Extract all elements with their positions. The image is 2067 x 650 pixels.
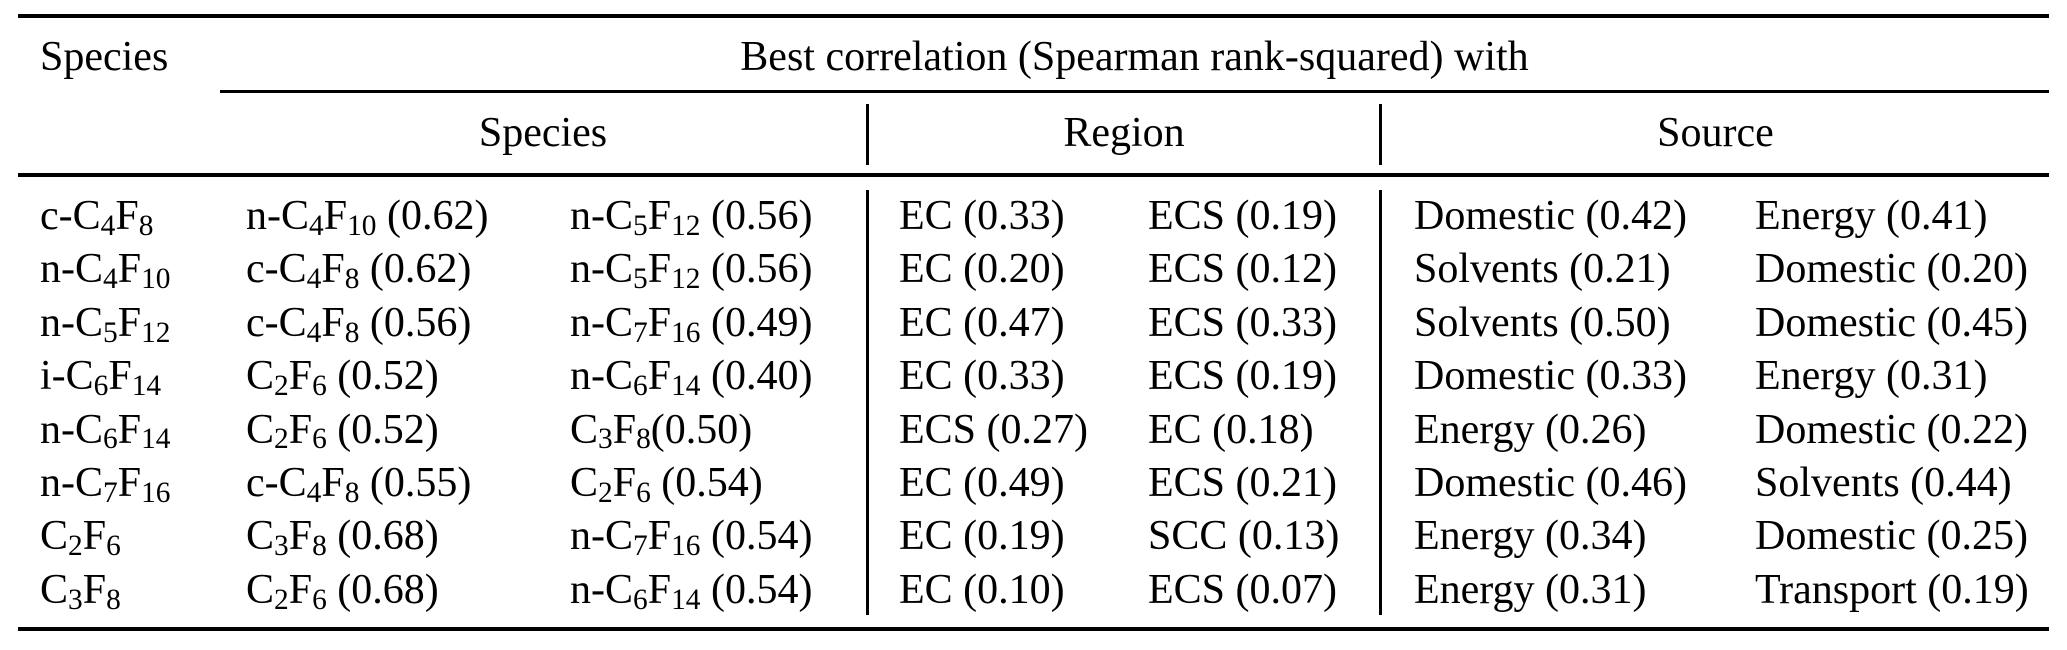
table-row: i-C6F14 C2F6 (0.52) n-C6F14 (0.40) EC (0.33… <box>0 350 2067 403</box>
region-correlation-2: ECS (0.07) <box>1148 566 1337 613</box>
region-correlation-2: ECS (0.21) <box>1148 459 1337 506</box>
source-correlation-2: Domestic (0.22) <box>1755 406 2028 453</box>
region-correlation-1: EC (0.19) <box>899 513 1065 560</box>
region-correlation-1: EC (0.47) <box>899 299 1065 346</box>
species-correlation-1: C3F8 (0.68) <box>246 513 439 563</box>
header-divider-2 <box>1379 104 1382 165</box>
region-correlation-1: EC (0.49) <box>899 459 1065 506</box>
table-row: n-C4F10 c-C4F8 (0.62) n-C5F12 (0.56) EC (0.… <box>0 243 2067 296</box>
region-correlation-2: EC (0.18) <box>1148 406 1314 453</box>
species-correlation-1: C2F6 (0.52) <box>246 353 439 403</box>
species-correlation-1: c-C4F8 (0.55) <box>246 459 472 509</box>
source-correlation-1: Energy (0.26) <box>1414 406 1647 453</box>
species-correlation-1: n-C4F10 (0.62) <box>246 193 489 242</box>
source-correlation-1: Domestic (0.46) <box>1414 459 1687 506</box>
source-correlation-1: Energy (0.34) <box>1414 513 1647 560</box>
table-row: C2F6 C3F8 (0.68) n-C7F16 (0.54) EC (0.19) SC… <box>0 510 2067 563</box>
source-correlation-2: Energy (0.31) <box>1755 353 1988 400</box>
region-correlation-2: ECS (0.19) <box>1148 193 1337 239</box>
table-row: n-C5F12 c-C4F8 (0.56) n-C7F16 (0.49) EC (0.… <box>0 297 2067 350</box>
group-header-region: Region <box>1063 110 1185 156</box>
body-divider-1 <box>866 190 869 615</box>
species-correlation-2: n-C5F12 (0.56) <box>570 246 813 296</box>
group-header-species: Species <box>478 110 608 156</box>
table-row: n-C7F16 c-C4F8 (0.55) C2F6 (0.54) EC (0.49)… <box>0 457 2067 510</box>
species-correlation-2: n-C7F16 (0.54) <box>570 513 813 563</box>
source-correlation-2: Solvents (0.44) <box>1755 459 2012 506</box>
table-row: C3F8 C2F6 (0.68) n-C6F14 (0.54) EC (0.10) EC… <box>0 564 2067 617</box>
column-header-best-correlation: Best correlation (Spearman rank-squared)… <box>740 34 1529 80</box>
source-correlation-1: Energy (0.31) <box>1414 566 1647 613</box>
region-correlation-2: SCC (0.13) <box>1148 513 1340 560</box>
species-cell: i-C6F14 <box>40 353 162 403</box>
species-cell: n-C6F14 <box>40 406 171 456</box>
species-cell: n-C7F16 <box>40 459 171 509</box>
source-correlation-2: Domestic (0.45) <box>1755 299 2028 346</box>
species-correlation-1: C2F6 (0.68) <box>246 566 439 616</box>
source-correlation-1: Solvents (0.21) <box>1414 246 1671 293</box>
species-correlation-2: n-C5F12 (0.56) <box>570 193 813 242</box>
source-correlation-2: Domestic (0.25) <box>1755 513 2028 560</box>
body-divider-2 <box>1379 190 1382 615</box>
species-correlation-2: n-C6F14 (0.54) <box>570 566 813 616</box>
spanner-rule <box>220 90 2049 93</box>
source-correlation-1: Solvents (0.50) <box>1414 299 1671 346</box>
group-header-source: Source <box>1657 110 1774 156</box>
header-body-rule <box>18 173 2049 177</box>
region-correlation-2: ECS (0.19) <box>1148 353 1337 400</box>
region-correlation-1: EC (0.33) <box>899 193 1065 239</box>
species-correlation-2: C3F8(0.50) <box>570 406 753 456</box>
region-correlation-2: ECS (0.12) <box>1148 246 1337 293</box>
species-cell: c-C4F8 <box>40 193 154 242</box>
region-correlation-1: EC (0.20) <box>899 246 1065 293</box>
species-correlation-1: c-C4F8 (0.62) <box>246 246 472 296</box>
column-header-species-stub: Species <box>40 34 169 80</box>
source-correlation-2: Domestic (0.20) <box>1755 246 2028 293</box>
source-correlation-2: Energy (0.41) <box>1755 193 1988 239</box>
region-correlation-1: ECS (0.27) <box>899 406 1088 453</box>
table-top-rule <box>18 14 2049 18</box>
table-bottom-rule <box>18 627 2049 631</box>
region-correlation-2: ECS (0.33) <box>1148 299 1337 346</box>
species-correlation-2: n-C7F16 (0.49) <box>570 299 813 349</box>
species-cell: n-C5F12 <box>40 299 171 349</box>
header-divider-1 <box>866 104 869 165</box>
source-correlation-1: Domestic (0.33) <box>1414 353 1687 400</box>
species-cell: C2F6 <box>40 513 121 563</box>
table-row: n-C6F14 C2F6 (0.52) C3F8(0.50) ECS (0.27) EC… <box>0 404 2067 457</box>
species-correlation-1: C2F6 (0.52) <box>246 406 439 456</box>
table-body: c-C4F8 n-C4F10 (0.62) n-C5F12 (0.56) EC (0.… <box>0 190 2067 617</box>
species-cell: C3F8 <box>40 566 121 616</box>
table-row: c-C4F8 n-C4F10 (0.62) n-C5F12 (0.56) EC (0.… <box>0 190 2067 243</box>
source-correlation-1: Domestic (0.42) <box>1414 193 1687 239</box>
region-correlation-1: EC (0.33) <box>899 353 1065 400</box>
source-correlation-2: Transport (0.19) <box>1755 566 2029 613</box>
species-correlation-1: c-C4F8 (0.56) <box>246 299 472 349</box>
species-correlation-2: n-C6F14 (0.40) <box>570 353 813 403</box>
species-cell: n-C4F10 <box>40 246 171 296</box>
region-correlation-1: EC (0.10) <box>899 566 1065 613</box>
species-correlation-2: C2F6 (0.54) <box>570 459 763 509</box>
